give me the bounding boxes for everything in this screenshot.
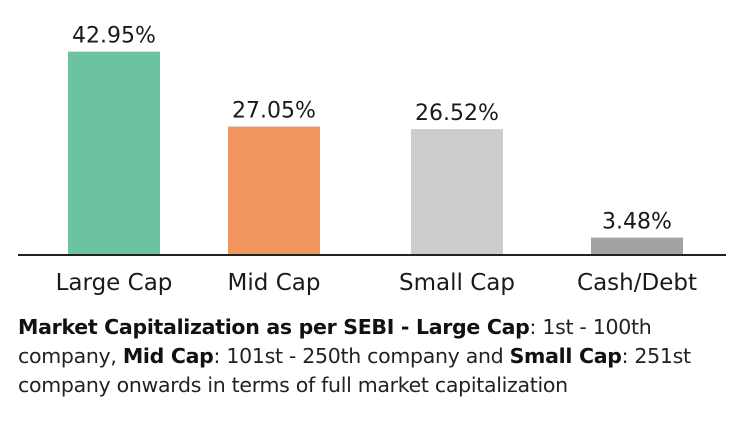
footnote-large-cap-term: Large Cap [415, 315, 530, 339]
footnote-small-cap-definition: : 251st company onwards in terms of full… [18, 344, 691, 397]
value-labels-group: 42.95% 27.05% 26.52% 3.48% [72, 24, 672, 235]
value-label-large-cap: 42.95% [72, 24, 156, 49]
footnote-small-cap-term: Small Cap [509, 344, 622, 368]
value-label-cash-debt: 3.48% [602, 210, 672, 235]
bar-mid-cap [228, 126, 320, 254]
footnote-large-cap-definition: : 1st - 100th company, [18, 315, 652, 368]
footnote-mid-cap-definition: : 101st - 250th company and [213, 344, 510, 368]
market-cap-footnote: Market Capitalization as per SEBI - Larg… [18, 313, 730, 400]
footnote-lead: Market Capitalization as per SEBI - [18, 315, 416, 339]
value-label-mid-cap: 27.05% [232, 99, 316, 124]
category-label-cash-debt: Cash/Debt [577, 270, 697, 296]
bar-chart: 42.95% 27.05% 26.52% 3.48% Large Cap Mid Cap… [18, 24, 726, 296]
bar-cash-debt [591, 237, 683, 254]
category-label-large-cap: Large Cap [56, 270, 173, 296]
value-label-small-cap: 26.52% [415, 101, 499, 126]
bar-large-cap [68, 51, 160, 254]
footnote-mid-cap-term: Mid Cap [122, 344, 214, 368]
category-label-small-cap: Small Cap [399, 270, 515, 296]
category-label-mid-cap: Mid Cap [228, 270, 321, 296]
bars-group [68, 51, 683, 254]
bar-small-cap [411, 129, 503, 254]
category-labels-group: Large Cap Mid Cap Small Cap Cash/Debt [56, 270, 697, 296]
